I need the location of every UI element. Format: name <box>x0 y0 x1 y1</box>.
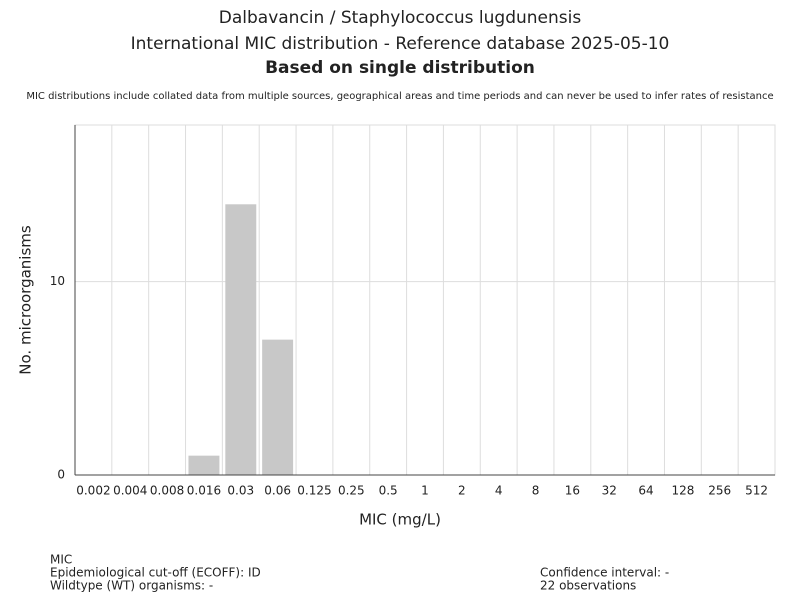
x-tick-label: 1 <box>421 484 429 498</box>
x-tick-label: 128 <box>671 484 694 498</box>
x-tick-label: 0.03 <box>227 484 254 498</box>
x-tick-label: 0.008 <box>150 484 184 498</box>
chart-title: Dalbavancin / Staphylococcus lugdunensis <box>219 8 582 28</box>
bar <box>225 204 257 475</box>
x-tick-label: 0.016 <box>187 484 221 498</box>
y-axis-label: No. microorganisms <box>17 225 35 375</box>
x-tick-label: 0.25 <box>338 484 365 498</box>
y-tick-label: 0 <box>57 468 65 482</box>
plot-area <box>74 124 776 476</box>
chart-subtitle-bold: Based on single distribution <box>265 58 535 78</box>
x-tick-label: 0.002 <box>76 484 110 498</box>
bar <box>262 339 294 475</box>
x-tick-label: 256 <box>708 484 731 498</box>
footer-right-text: 22 observations <box>540 579 636 593</box>
chart-subtitle: International MIC distribution - Referen… <box>131 34 670 54</box>
x-tick-label: 2 <box>458 484 466 498</box>
x-tick-label: 8 <box>532 484 540 498</box>
footer-left-text: Wildtype (WT) organisms: - <box>50 579 213 593</box>
x-tick-label: 64 <box>638 484 653 498</box>
bar <box>188 455 220 475</box>
x-tick-label: 512 <box>745 484 768 498</box>
y-tick-label: 10 <box>50 274 65 288</box>
x-axis-label: MIC (mg/L) <box>359 511 441 529</box>
x-tick-label: 0.06 <box>264 484 291 498</box>
x-tick-label: 32 <box>602 484 617 498</box>
footer-left-text: Epidemiological cut-off (ECOFF): ID <box>50 566 261 580</box>
x-tick-label: 16 <box>565 484 580 498</box>
chart-note: MIC distributions include collated data … <box>26 91 773 102</box>
x-tick-label: 0.5 <box>379 484 398 498</box>
x-tick-label: 4 <box>495 484 503 498</box>
x-tick-label: 0.004 <box>113 484 147 498</box>
x-tick-label: 0.125 <box>297 484 331 498</box>
footer-left-text: MIC <box>50 553 72 567</box>
footer-right-text: Confidence interval: - <box>540 566 669 580</box>
